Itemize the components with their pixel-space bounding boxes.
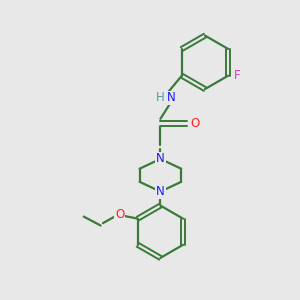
Text: N: N xyxy=(156,185,165,198)
Text: O: O xyxy=(115,208,124,221)
Text: N: N xyxy=(167,92,175,104)
Text: H: H xyxy=(156,92,165,104)
Text: F: F xyxy=(234,69,241,82)
Text: O: O xyxy=(190,117,199,130)
Text: N: N xyxy=(156,152,165,165)
